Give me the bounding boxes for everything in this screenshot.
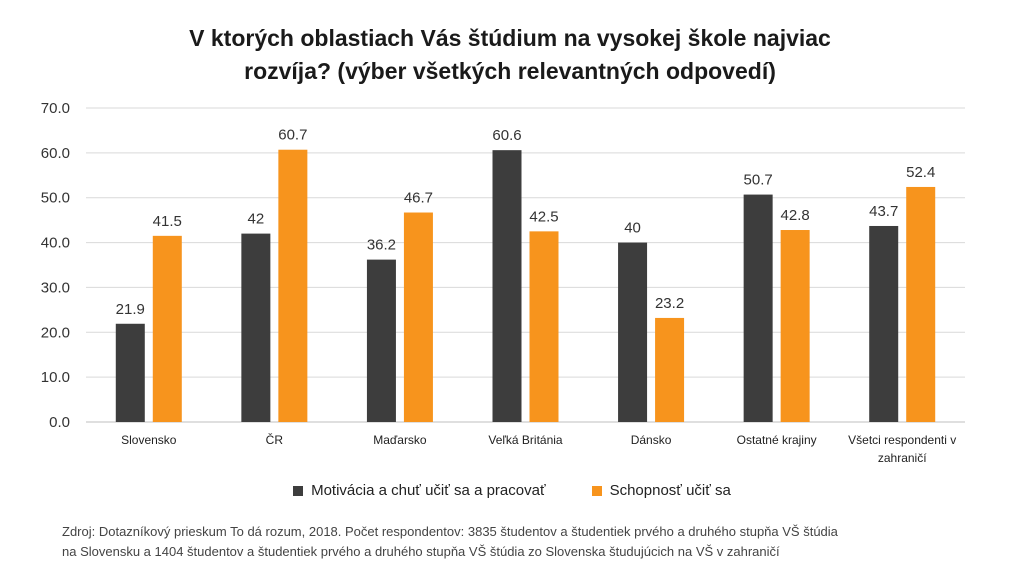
data-label-series2-1: 60.7 xyxy=(278,127,307,144)
source-line-1: Zdroj: Dotazníkový prieskum To dá rozum,… xyxy=(62,524,838,539)
x-category-label-6-line2: zahraničí xyxy=(878,451,927,465)
bar-series1-1 xyxy=(241,233,271,422)
bar-series2-1 xyxy=(278,149,308,422)
y-tick-label-70.0: 70.0 xyxy=(41,100,70,117)
data-label-series1-6: 43.7 xyxy=(869,203,898,220)
source-note: Zdroj: Dotazníkový prieskum To dá rozum,… xyxy=(62,522,1012,562)
data-label-series1-5: 50.7 xyxy=(744,172,773,189)
legend-swatch-learning-ability xyxy=(591,485,602,496)
bar-series2-4 xyxy=(655,317,685,422)
bar-series2-5 xyxy=(780,230,810,422)
bar-series1-0 xyxy=(115,323,145,422)
data-label-series2-6: 52.4 xyxy=(906,164,935,181)
y-tick-label-20.0: 20.0 xyxy=(41,324,70,341)
x-category-label-1: ČR xyxy=(266,432,284,447)
data-label-series1-2: 36.2 xyxy=(367,237,396,254)
data-label-series2-5: 42.8 xyxy=(781,207,810,224)
x-category-label-5: Ostatné krajiny xyxy=(737,433,817,447)
x-category-label-3: Veľká Británia xyxy=(488,433,563,447)
data-label-series2-2: 46.7 xyxy=(404,190,433,207)
source-line-2: na Slovensku a 1404 študentov a študenti… xyxy=(62,544,780,559)
chart-title: V ktorých oblastiach Vás štúdium na vyso… xyxy=(60,22,960,88)
x-category-label-0: Slovensko xyxy=(121,433,177,447)
data-label-series1-3: 60.6 xyxy=(492,127,521,144)
data-label-series2-0: 41.5 xyxy=(153,213,182,230)
bar-series1-3 xyxy=(492,150,522,422)
y-tick-label-10.0: 10.0 xyxy=(41,369,70,386)
x-category-label-4: Dánsko xyxy=(631,433,672,447)
data-label-series2-4: 23.2 xyxy=(655,295,684,312)
bar-chart: 0.0 10.0 20.0 30.0 40.0 50.0 60.0 70.0 21.9 41.5 S… xyxy=(41,100,965,465)
x-category-label-6-line1: Všetci respondenti v xyxy=(848,433,956,447)
legend-swatch-motivation xyxy=(293,485,304,496)
legend-label-motivation: Motivácia a chuť učiť sa a pracovať xyxy=(311,482,546,499)
y-tick-label-60.0: 60.0 xyxy=(41,145,70,162)
y-tick-label-30.0: 30.0 xyxy=(41,279,70,296)
legend-item-learning-ability: Schopnosť učiť sa xyxy=(591,482,731,499)
data-label-series1-1: 42 xyxy=(248,211,265,228)
bar-series2-2 xyxy=(403,212,433,422)
chart-title-line-1: V ktorých oblastiach Vás štúdium na vyso… xyxy=(189,25,831,51)
bar-series2-0 xyxy=(152,235,182,422)
chart-legend: Motivácia a chuť učiť sa a pracovať Scho… xyxy=(0,482,1024,499)
data-label-series1-0: 21.9 xyxy=(116,301,145,318)
bar-series1-6 xyxy=(869,225,899,422)
y-tick-label-50.0: 50.0 xyxy=(41,190,70,207)
bar-series2-3 xyxy=(529,231,559,422)
bar-series1-4 xyxy=(618,242,648,422)
y-tick-label-0.0: 0.0 xyxy=(49,414,70,431)
bar-series1-2 xyxy=(366,259,396,422)
legend-label-learning-ability: Schopnosť učiť sa xyxy=(609,482,731,499)
data-label-series1-4: 40 xyxy=(624,220,641,237)
data-label-series2-3: 42.5 xyxy=(529,208,558,225)
bar-series2-6 xyxy=(906,186,936,422)
bar-series1-5 xyxy=(743,194,773,422)
legend-item-motivation: Motivácia a chuť učiť sa a pracovať xyxy=(293,482,546,499)
chart-title-line-2: rozvíja? (výber všetkých relevantných od… xyxy=(244,58,776,84)
x-category-label-2: Maďarsko xyxy=(373,433,427,447)
y-tick-label-40.0: 40.0 xyxy=(41,235,70,252)
